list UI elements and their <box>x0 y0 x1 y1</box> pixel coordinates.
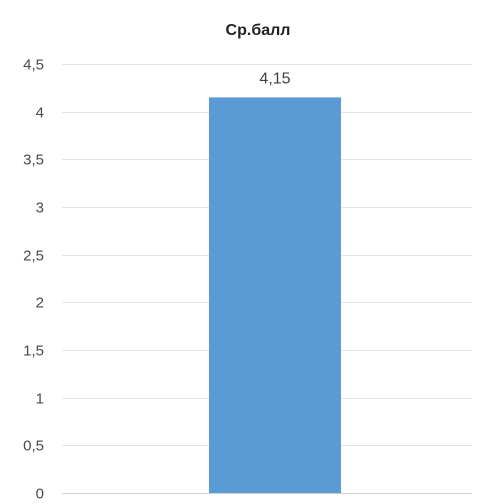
bars <box>209 97 341 493</box>
y-tick-label: 2,5 <box>23 248 44 265</box>
y-tick-label: 0,5 <box>23 438 44 455</box>
y-tick-label: 1,5 <box>23 343 44 360</box>
y-axis-tick-labels: 0 0,5 1 1,5 2 2,5 3 3,5 4 4,5 <box>23 57 44 503</box>
y-tick-label: 0 <box>36 486 44 503</box>
bar <box>209 97 341 493</box>
bar-value-label: 4,15 <box>259 70 290 87</box>
y-tick-label: 4 <box>36 105 44 122</box>
y-tick-label: 1 <box>36 391 44 408</box>
y-tick-label: 3 <box>36 200 44 217</box>
chart-title: Ср.балл <box>226 22 291 39</box>
data-labels: 4,15 <box>259 70 290 87</box>
y-tick-label: 3,5 <box>23 152 44 169</box>
y-tick-label: 2 <box>36 295 44 312</box>
y-tick-label: 4,5 <box>23 57 44 74</box>
